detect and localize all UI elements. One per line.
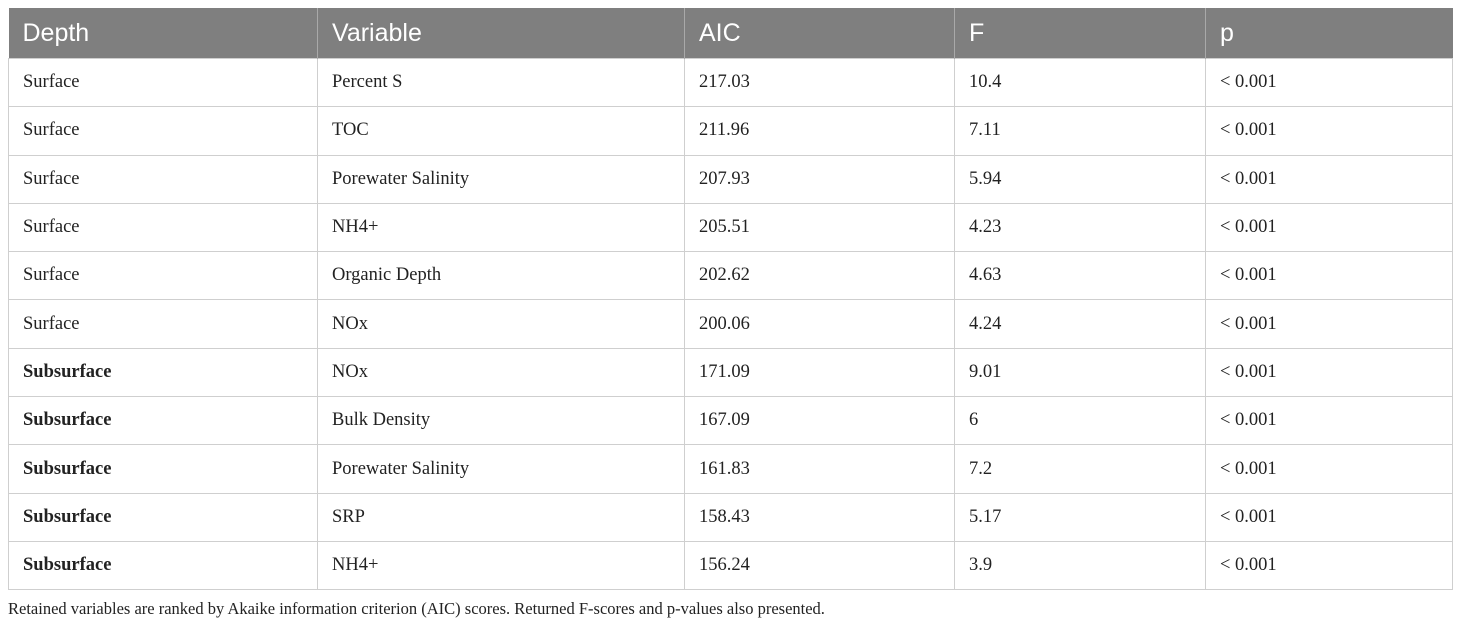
- table-row: Subsurface Bulk Density 167.09 6 < 0.001: [8, 396, 1453, 446]
- header-p: p: [1205, 8, 1453, 59]
- table-row: Surface TOC 211.96 7.11 < 0.001: [8, 106, 1453, 156]
- table-row: Surface Percent S 217.03 10.4 < 0.001: [8, 57, 1453, 108]
- table-caption: Retained variables are ranked by Akaike …: [8, 599, 825, 618]
- cell-p: < 0.001: [1205, 540, 1453, 591]
- cell-aic: 167.09: [684, 396, 955, 446]
- header-f: F: [954, 8, 1206, 59]
- cell-depth: Surface: [8, 299, 318, 349]
- table-row: Surface NOx 200.06 4.24 < 0.001: [8, 299, 1453, 349]
- cell-variable: NH4+: [317, 540, 685, 591]
- cell-variable: NOx: [317, 347, 685, 398]
- cell-aic: 156.24: [684, 540, 955, 591]
- cell-aic: 217.03: [684, 57, 955, 108]
- table-row: Surface Porewater Salinity 207.93 5.94 <…: [8, 154, 1453, 204]
- cell-f: 4.23: [954, 202, 1206, 253]
- cell-aic: 161.83: [684, 444, 955, 494]
- cell-f: 5.17: [954, 492, 1206, 542]
- cell-depth: Surface: [8, 106, 318, 156]
- cell-variable: Porewater Salinity: [317, 444, 685, 494]
- header-variable: Variable: [317, 8, 685, 59]
- table-row: Subsurface SRP 158.43 5.17 < 0.001: [8, 492, 1453, 542]
- table-row: Subsurface NOx 171.09 9.01 < 0.001: [8, 347, 1453, 398]
- table-row: Subsurface Porewater Salinity 161.83 7.2…: [8, 444, 1453, 494]
- table-row: Surface Organic Depth 202.62 4.63 < 0.00…: [8, 251, 1453, 301]
- header-aic: AIC: [684, 8, 955, 59]
- cell-aic: 200.06: [684, 299, 955, 349]
- cell-f: 7.2: [954, 444, 1206, 494]
- cell-p: < 0.001: [1205, 444, 1453, 494]
- table-row: Subsurface NH4+ 156.24 3.9 < 0.001: [8, 540, 1453, 591]
- cell-depth: Surface: [8, 57, 318, 108]
- table-row: Surface NH4+ 205.51 4.23 < 0.001: [8, 202, 1453, 253]
- cell-aic: 171.09: [684, 347, 955, 398]
- cell-variable: Organic Depth: [317, 251, 685, 301]
- cell-depth: Surface: [8, 251, 318, 301]
- cell-f: 4.24: [954, 299, 1206, 349]
- cell-p: < 0.001: [1205, 251, 1453, 301]
- cell-variable: SRP: [317, 492, 685, 542]
- cell-f: 4.63: [954, 251, 1206, 301]
- cell-aic: 202.62: [684, 251, 955, 301]
- cell-p: < 0.001: [1205, 396, 1453, 446]
- cell-depth: Subsurface: [8, 347, 318, 398]
- cell-depth: Surface: [8, 202, 318, 253]
- cell-variable: TOC: [317, 106, 685, 156]
- cell-p: < 0.001: [1205, 202, 1453, 253]
- cell-f: 9.01: [954, 347, 1206, 398]
- cell-f: 5.94: [954, 154, 1206, 204]
- cell-p: < 0.001: [1205, 347, 1453, 398]
- cell-p: < 0.001: [1205, 492, 1453, 542]
- cell-aic: 205.51: [684, 202, 955, 253]
- results-table: Depth Variable AIC F p Surface Percent S…: [8, 8, 1453, 591]
- cell-variable: Percent S: [317, 57, 685, 108]
- cell-depth: Subsurface: [8, 444, 318, 494]
- cell-depth: Subsurface: [8, 396, 318, 446]
- cell-variable: NOx: [317, 299, 685, 349]
- cell-f: 3.9: [954, 540, 1206, 591]
- table-header-row: Depth Variable AIC F p: [8, 8, 1453, 59]
- cell-aic: 207.93: [684, 154, 955, 204]
- cell-depth: Subsurface: [8, 492, 318, 542]
- cell-f: 7.11: [954, 106, 1206, 156]
- cell-variable: Bulk Density: [317, 396, 685, 446]
- header-depth: Depth: [8, 8, 318, 59]
- table-body: Surface Percent S 217.03 10.4 < 0.001 Su…: [8, 57, 1453, 591]
- cell-variable: Porewater Salinity: [317, 154, 685, 204]
- cell-p: < 0.001: [1205, 57, 1453, 108]
- cell-depth: Surface: [8, 154, 318, 204]
- cell-f: 6: [954, 396, 1206, 446]
- cell-p: < 0.001: [1205, 299, 1453, 349]
- cell-f: 10.4: [954, 57, 1206, 108]
- results-table-container: Depth Variable AIC F p Surface Percent S…: [8, 8, 1453, 591]
- cell-variable: NH4+: [317, 202, 685, 253]
- cell-depth: Subsurface: [8, 540, 318, 591]
- cell-p: < 0.001: [1205, 106, 1453, 156]
- cell-aic: 158.43: [684, 492, 955, 542]
- cell-p: < 0.001: [1205, 154, 1453, 204]
- cell-aic: 211.96: [684, 106, 955, 156]
